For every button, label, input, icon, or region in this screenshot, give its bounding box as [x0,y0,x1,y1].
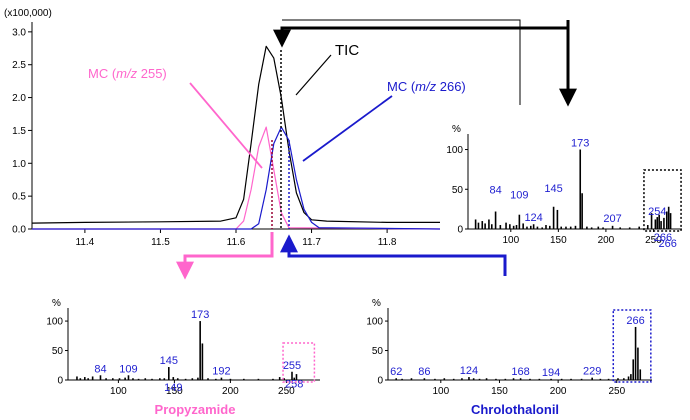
mc255-leader [189,82,263,169]
spectrum-x-tick-label: 200 [598,235,615,246]
peak-label: 84 [94,363,106,375]
spectrum-x-tick-label: 100 [502,235,519,246]
spectrum-x-tick-label: 150 [550,235,567,246]
peak-label: 192 [212,366,230,378]
tic-bracket-line [282,19,521,105]
tic-annotation: TIC [335,42,359,59]
spectrum-y-tick-label: 0 [57,376,63,387]
peak-label: 254 [648,206,666,218]
chromatogram: (x100,000) 11.4 11.5 11.6 11.7 11.8 0.0 0.5 1.0… [4,8,466,248]
peak-label: 258 [285,379,303,391]
chromatogram-y-tick-label: 0.5 [12,192,26,203]
spectrum-x-tick-label: 100 [110,386,127,397]
chromatogram-x-tick-label: 11.7 [302,237,321,248]
spectrum-y-tick-label: 100 [446,145,463,156]
chromatogram-x-tick-label: 11.4 [76,237,95,248]
chlorothalonil-label: Chrolothalonil [471,402,559,417]
peak-label: 84 [489,185,501,197]
chromatogram-ticks: 11.4 11.5 11.6 11.7 11.8 0.0 0.5 1.0 1.5 2.0 2.5 3.… [12,27,397,248]
chlorothalonil-arrow [280,234,507,276]
chromatogram-y-tick-label: 1.5 [12,126,26,137]
chromatogram-x-tick-label: 11.8 [378,237,397,248]
chromatogram-y-tick-label: 2.5 [12,60,26,71]
tic-leader [295,54,332,96]
highlight-box [612,309,652,383]
peak-label: 194 [542,367,560,379]
peak-label: 109 [119,363,137,375]
chromatogram-y-tick-label: 3.0 [12,27,26,38]
spectrum-x-tick-label: 250 [278,386,295,397]
peak-label: 109 [510,190,528,202]
spectrum-x-tick-label: 200 [222,386,239,397]
chromatogram-y-tick-label: 1.0 [12,159,26,170]
mc266-trace [32,126,441,230]
connectors [176,19,577,280]
propyzamide-label: Propyzamide [155,402,236,417]
spectrum-y-unit: % [372,298,381,309]
mc255-annotation: MC (m/z 255) [88,66,167,81]
highlight-box [282,342,316,383]
peak-label: 266 [659,238,677,250]
spectrum-x-tick-label: 150 [166,386,183,397]
intensity-multiplier-label: (x100,000) [4,8,52,19]
chromatogram-series [31,45,441,230]
spectrum-x-tick-label: 250 [608,386,625,397]
peak-label: 145 [544,183,562,195]
peak-label: 62 [390,366,402,378]
peak-label: 149 [164,382,182,394]
chromatogram-y-tick-label: 2.0 [12,93,26,104]
chromatogram-x-tick-label: 11.5 [151,237,170,248]
spectrum-x-tick-label: 250 [645,235,662,246]
spectrum-y-tick-label: 50 [52,346,64,357]
peak-label: 168 [511,366,529,378]
spectrum-y-tick-label: 50 [372,346,384,357]
chromatogram-x-tick-label: 11.6 [227,237,246,248]
peak-label: 86 [418,366,430,378]
spectrum-y-unit: % [52,298,61,309]
spectrum-y-tick-label: 100 [46,317,63,328]
chlorothalonil-spectrum: % 100 150 200 250 0 50 100 62 86 124 168 194 229 266 [366,298,652,397]
peak-label: 124 [524,212,542,224]
spectrum-y-tick-label: 0 [457,225,463,236]
spectrum-y-tick-label: 100 [366,317,383,328]
spectrum-x-tick-label: 100 [432,386,449,397]
mc255-trace [32,126,441,230]
peak-label: 173 [571,138,589,150]
spectrum-y-unit: % [452,124,461,135]
spectrum-x-tick-label: 200 [550,386,567,397]
spectrum-x-tick-label: 150 [491,386,508,397]
peak-label: 255 [283,360,301,372]
spectrum-y-tick-label: 0 [377,376,383,387]
peak-label: 124 [460,365,478,377]
propyzamide-arrow [176,232,274,280]
highlight-box [643,169,682,232]
tic-spectrum: % 100 150 200 250 0 50 100 84 109 124 145 173 207 254 2… [446,124,682,250]
spectrum-y-tick-label: 50 [452,185,464,196]
mc266-annotation: MC (m/z 266) [387,79,466,94]
peak-label: 207 [603,213,621,225]
mc266-leader [302,95,393,162]
chromatogram-y-tick-label: 0.0 [12,225,26,236]
peak-label: 145 [160,355,178,367]
propyzamide-spectrum: % 100 150 200 250 0 50 100 84 109 145 149 173 192 255 2… [46,298,320,397]
tic-trace [31,45,440,224]
tic-apex-arrow [273,26,568,48]
peak-label: 173 [191,309,209,321]
peak-label: 266 [654,232,672,244]
peak-label: 266 [626,315,644,327]
peak-label: 229 [583,366,601,378]
